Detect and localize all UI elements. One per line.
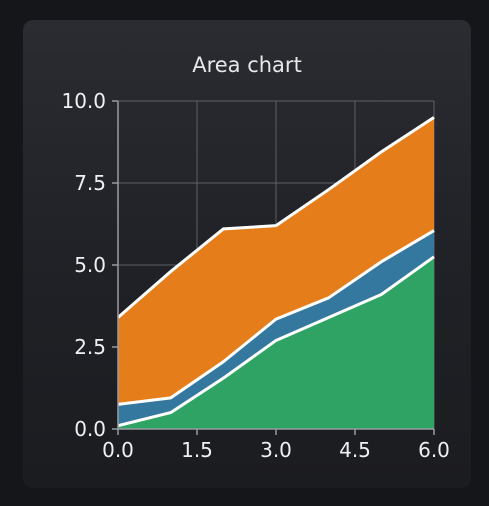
x-tick-label-3: 4.5 bbox=[339, 438, 371, 462]
area-series bbox=[118, 117, 434, 429]
x-tick-label-0: 0.0 bbox=[102, 438, 134, 462]
x-tick-label-1: 1.5 bbox=[181, 438, 213, 462]
y-tick-label-3: 7.5 bbox=[74, 171, 106, 195]
series-boundary-lines bbox=[117, 116, 435, 428]
area-series-1 bbox=[118, 256, 434, 429]
y-tick-label-0: 0.0 bbox=[74, 417, 106, 441]
chart-title: Area chart bbox=[192, 53, 302, 77]
y-tick-label-1: 2.5 bbox=[74, 335, 106, 359]
area-series-3 bbox=[118, 117, 434, 405]
series-line-3 bbox=[117, 116, 435, 319]
y-tick-label-2: 5.0 bbox=[74, 253, 106, 277]
series-line-1 bbox=[117, 255, 435, 428]
x-tick-label-4: 6.0 bbox=[418, 438, 450, 462]
series-line-2 bbox=[117, 229, 435, 406]
x-tick-label-2: 3.0 bbox=[260, 438, 292, 462]
y-tick-label-4: 10.0 bbox=[61, 89, 106, 113]
area-series-2 bbox=[118, 230, 434, 426]
axes bbox=[112, 100, 435, 435]
tick-labels: 0.0 2.5 5.0 7.5 10.0 0.0 1.5 3.0 4.5 6.0 bbox=[61, 89, 449, 462]
